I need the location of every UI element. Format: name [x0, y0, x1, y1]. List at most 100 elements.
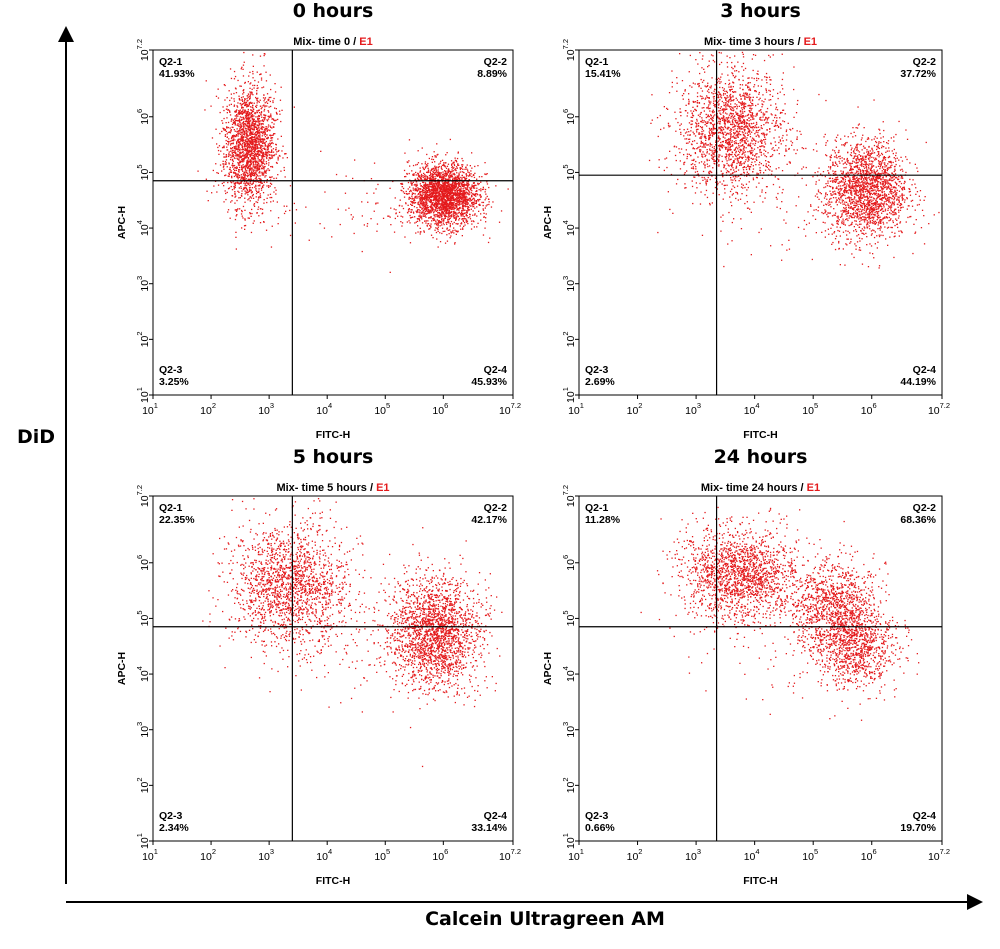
- data-point: [249, 126, 251, 128]
- data-point: [240, 68, 242, 70]
- data-point: [266, 185, 268, 187]
- data-point: [723, 180, 725, 182]
- data-point: [455, 168, 457, 170]
- data-point: [248, 182, 250, 184]
- data-point: [460, 201, 463, 203]
- data-point: [435, 183, 437, 185]
- data-point: [237, 140, 239, 142]
- data-point: [245, 113, 247, 115]
- data-point: [452, 178, 454, 180]
- data-point: [234, 166, 236, 169]
- data-point: [448, 175, 450, 177]
- data-point: [421, 192, 423, 194]
- data-point: [751, 107, 753, 110]
- data-point: [260, 150, 262, 152]
- data-point: [249, 140, 251, 142]
- data-point: [238, 132, 240, 134]
- data-point: [252, 153, 254, 155]
- data-point: [216, 191, 218, 193]
- data-point: [732, 167, 734, 169]
- data-point: [242, 150, 244, 152]
- data-point: [462, 195, 465, 197]
- data-point: [407, 181, 410, 184]
- data-point: [757, 126, 760, 128]
- data-point: [460, 215, 462, 217]
- data-point: [725, 158, 727, 160]
- data-point: [448, 218, 450, 221]
- data-point: [466, 210, 468, 212]
- data-point: [272, 200, 274, 202]
- data-point: [436, 200, 438, 202]
- data-point: [413, 206, 416, 208]
- data-point: [253, 166, 255, 168]
- data-point: [265, 161, 267, 163]
- data-point: [428, 228, 430, 230]
- data-point: [256, 160, 258, 162]
- data-point: [249, 149, 251, 151]
- data-point: [435, 190, 437, 192]
- data-point: [779, 112, 782, 114]
- data-point: [231, 154, 233, 157]
- data-point: [244, 218, 246, 220]
- data-point: [263, 166, 265, 168]
- data-point: [461, 157, 463, 160]
- data-point: [227, 140, 230, 143]
- data-point: [393, 208, 395, 210]
- data-point: [435, 222, 437, 224]
- data-point: [435, 170, 438, 172]
- data-point: [249, 175, 252, 177]
- data-point: [452, 198, 454, 200]
- data-point: [244, 169, 247, 171]
- data-point: [251, 158, 253, 160]
- data-point: [445, 190, 447, 192]
- data-point: [426, 203, 428, 205]
- data-point: [736, 106, 738, 108]
- data-point: [445, 191, 447, 193]
- data-point: [226, 146, 228, 148]
- data-point: [244, 228, 246, 230]
- data-point: [448, 211, 450, 213]
- data-point: [241, 103, 244, 105]
- data-point: [454, 176, 456, 178]
- quadrant-name: Q2-2: [484, 56, 508, 68]
- data-point: [245, 103, 247, 106]
- data-point: [484, 227, 486, 229]
- data-point: [285, 210, 287, 212]
- data-point: [260, 152, 262, 154]
- data-point: [274, 83, 276, 85]
- data-point: [236, 155, 239, 157]
- data-point: [256, 164, 259, 166]
- data-point: [227, 175, 229, 177]
- data-point: [236, 145, 238, 147]
- data-point: [226, 112, 228, 114]
- data-point: [464, 193, 467, 195]
- data-point: [252, 136, 254, 139]
- data-point: [459, 207, 461, 209]
- data-point: [234, 120, 236, 123]
- data-point: [419, 188, 422, 190]
- data-point: [265, 150, 267, 152]
- data-point: [262, 155, 264, 157]
- data-point: [244, 179, 246, 181]
- data-point: [241, 158, 243, 160]
- data-point: [412, 192, 415, 195]
- data-point: [236, 154, 239, 156]
- data-point: [416, 190, 418, 192]
- data-point: [471, 175, 473, 178]
- data-point: [247, 81, 249, 83]
- data-point: [361, 215, 363, 217]
- data-point: [246, 125, 248, 127]
- data-point: [272, 148, 275, 150]
- data-point: [259, 178, 261, 180]
- data-point: [449, 184, 452, 186]
- data-point: [414, 195, 417, 198]
- data-point: [259, 139, 261, 142]
- data-point: [756, 159, 758, 161]
- data-point: [465, 212, 467, 214]
- data-point: [241, 113, 243, 115]
- data-point: [221, 130, 223, 133]
- data-point: [255, 116, 257, 118]
- data-point: [468, 209, 470, 211]
- data-point: [244, 102, 247, 104]
- data-point: [237, 190, 239, 192]
